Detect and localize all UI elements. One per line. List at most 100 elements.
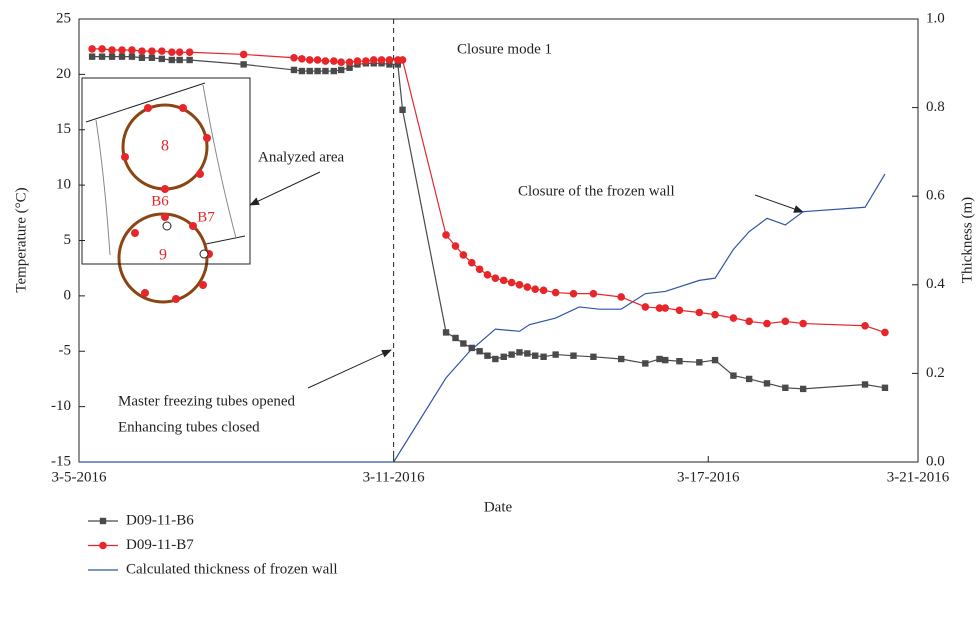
marker: [443, 329, 449, 335]
marker: [322, 68, 328, 74]
marker: [291, 67, 297, 73]
marker: [370, 56, 378, 64]
marker: [399, 56, 407, 64]
marker: [346, 58, 354, 66]
y-tick-label: 0: [64, 287, 72, 303]
marker: [881, 329, 889, 337]
marker: [469, 345, 475, 351]
marker: [108, 46, 116, 54]
marker: [516, 349, 522, 355]
x-tick-label: 3-11-2016: [363, 469, 425, 485]
marker: [337, 58, 345, 66]
marker: [524, 350, 530, 356]
y2-axis-label: Thickness (m): [959, 197, 975, 283]
y-tick-label: 5: [64, 232, 72, 248]
annotation: Closure of the frozen wall: [518, 183, 675, 199]
y2-tick-label: 0.8: [926, 99, 945, 115]
legend-marker: [100, 518, 106, 524]
marker: [138, 47, 146, 55]
y-tick-label: -10: [51, 398, 71, 414]
legend-marker: [99, 542, 107, 550]
marker: [500, 277, 508, 285]
marker: [799, 320, 807, 328]
marker: [712, 357, 718, 363]
marker: [307, 68, 313, 74]
marker: [139, 55, 145, 61]
marker: [763, 320, 771, 328]
marker: [169, 57, 175, 63]
y-tick-label: -5: [59, 343, 72, 359]
marker: [118, 46, 126, 54]
marker: [168, 48, 176, 56]
marker: [590, 290, 598, 298]
marker: [149, 55, 155, 61]
inset-label: 9: [159, 247, 167, 264]
marker: [711, 311, 719, 319]
marker: [570, 290, 578, 298]
y2-tick-label: 0.6: [926, 188, 945, 204]
marker: [158, 47, 166, 55]
y-tick-label: 20: [56, 66, 71, 82]
marker: [98, 45, 106, 53]
legend-label: Calculated thickness of frozen wall: [126, 561, 338, 577]
marker: [452, 242, 460, 250]
arrow: [755, 195, 803, 212]
marker: [460, 251, 468, 259]
marker: [501, 354, 507, 360]
marker: [661, 304, 669, 312]
marker: [882, 385, 888, 391]
marker: [399, 107, 405, 113]
annotation: Master freezing tubes opened: [118, 393, 296, 409]
y2-tick-label: 0.4: [926, 276, 945, 292]
marker: [492, 274, 500, 282]
marker: [330, 57, 338, 65]
marker: [128, 46, 136, 54]
marker: [186, 48, 194, 56]
y-tick-label: 15: [56, 121, 71, 137]
arrow: [250, 172, 320, 205]
marker: [298, 55, 306, 63]
marker: [696, 359, 702, 365]
marker: [730, 372, 736, 378]
marker: [617, 293, 625, 301]
marker: [656, 356, 662, 362]
marker: [176, 57, 182, 63]
y-tick-label: 10: [56, 177, 71, 193]
x-tick-label: 3-21-2016: [887, 469, 950, 485]
marker: [540, 287, 548, 295]
marker: [642, 303, 650, 311]
inset-label: B7: [197, 209, 215, 225]
marker: [862, 381, 868, 387]
marker: [782, 385, 788, 391]
marker: [662, 357, 668, 363]
marker: [590, 354, 596, 360]
marker: [618, 356, 624, 362]
chart: 8 9 B6 B7 Closure mode 1 Analyzed area C…: [0, 0, 979, 616]
legend-label: D09-11-B6: [126, 512, 194, 528]
marker: [314, 68, 320, 74]
arrow: [308, 350, 391, 388]
marker: [696, 309, 704, 317]
marker: [524, 283, 532, 291]
marker: [508, 351, 514, 357]
marker: [861, 322, 869, 330]
marker: [159, 56, 165, 62]
x-axis-label: Date: [484, 499, 513, 515]
marker: [240, 61, 246, 67]
marker: [552, 351, 558, 357]
y2-tick-label: 1.0: [926, 10, 945, 26]
y-axis-label: Temperature (°C): [13, 187, 29, 292]
legend-label: D09-11-B7: [126, 537, 194, 553]
marker: [468, 259, 476, 267]
annotation: Enhancing tubes closed: [118, 419, 260, 435]
inset: 8 9 B6 B7: [82, 78, 250, 303]
marker: [452, 335, 458, 341]
marker: [484, 271, 492, 279]
marker: [764, 380, 770, 386]
annotation: Closure mode 1: [457, 41, 552, 57]
marker: [676, 306, 684, 314]
marker: [532, 352, 538, 358]
marker: [492, 356, 498, 362]
x-tick-label: 3-17-2016: [677, 469, 740, 485]
y-tick-label: 25: [56, 10, 71, 26]
